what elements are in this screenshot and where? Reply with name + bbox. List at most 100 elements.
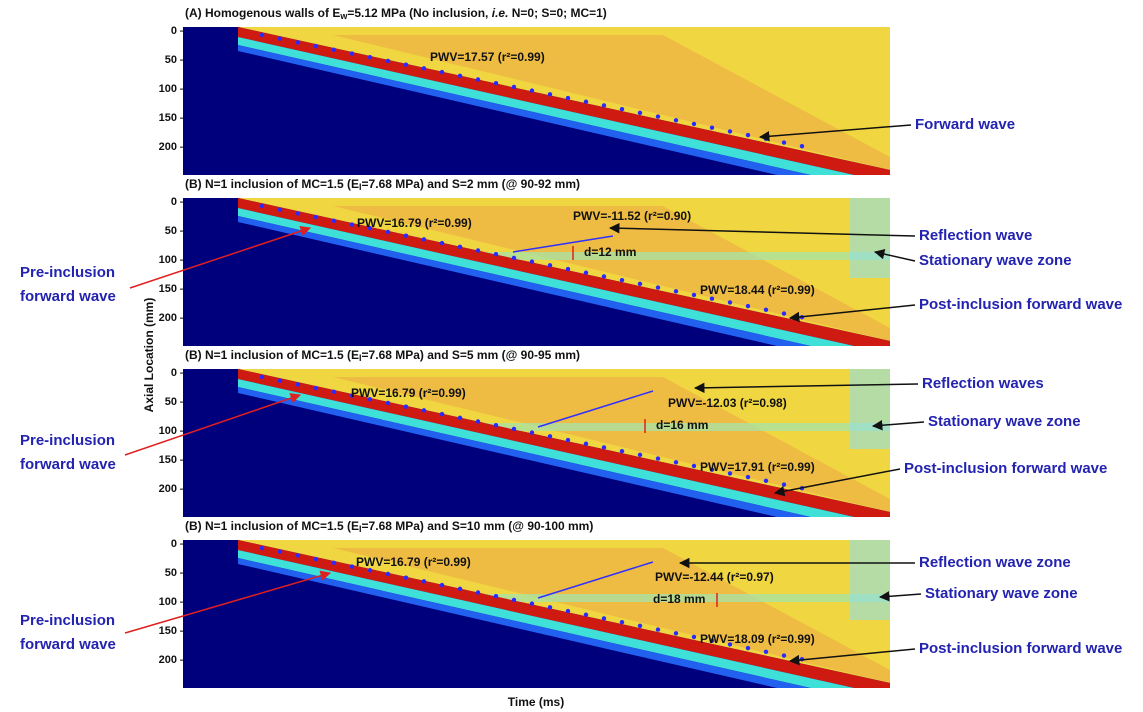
- wave-dot: [494, 423, 498, 427]
- panel-title: (B) N=1 inclusion of MC=1.5 (EI=7.68 MPa…: [185, 177, 580, 192]
- wave-dot: [440, 583, 444, 587]
- title-part: i.e.: [492, 6, 509, 20]
- wave-dot: [440, 70, 444, 74]
- wave-dot: [656, 627, 660, 631]
- wave-dot: [332, 48, 336, 52]
- wave-label: Stationary wave zone: [925, 585, 1078, 602]
- y-tick-label: 200: [159, 141, 177, 153]
- wave-dot: [404, 62, 408, 66]
- wave-dot: [458, 245, 462, 249]
- wave-dot: [584, 613, 588, 617]
- wave-dot: [512, 85, 516, 89]
- wave-dot: [764, 479, 768, 483]
- wave-dot: [548, 434, 552, 438]
- annotation: d=18 mm: [653, 592, 705, 606]
- y-tick-label: 100: [159, 425, 177, 437]
- wave-dot: [692, 293, 696, 297]
- wave-dot: [674, 118, 678, 122]
- left-label: forward wave: [20, 636, 116, 653]
- wave-dot: [440, 241, 444, 245]
- annotation: PWV=-12.03 (r²=0.98): [668, 396, 787, 410]
- wave-dot: [476, 77, 480, 81]
- wave-dot: [710, 126, 714, 130]
- wave-label: Post-inclusion forward wave: [904, 460, 1107, 477]
- wave-dot: [332, 219, 336, 223]
- annotation: d=16 mm: [656, 418, 708, 432]
- wave-dot: [278, 550, 282, 554]
- wave-dot: [278, 37, 282, 41]
- left-label: Pre-inclusion: [20, 612, 115, 629]
- wave-label: Stationary wave zone: [919, 252, 1072, 269]
- wave-dot: [692, 122, 696, 126]
- wave-dot: [458, 74, 462, 78]
- y-tick-label: 50: [165, 396, 177, 408]
- wave-dot: [746, 475, 750, 479]
- wave-dot: [260, 546, 264, 550]
- title-part: (B) N=1 inclusion of MC=1.5 (E: [185, 519, 359, 533]
- title-part: (A) Homogenous walls of E: [185, 6, 340, 20]
- stationary-edge: [850, 369, 890, 449]
- title-part: (B) N=1 inclusion of MC=1.5 (E: [185, 177, 359, 191]
- annotation: PWV=-11.52 (r²=0.90): [573, 209, 691, 223]
- left-label: forward wave: [20, 456, 116, 473]
- y-tick-label: 0: [171, 538, 177, 550]
- wave-dot: [638, 453, 642, 457]
- wave-dot: [386, 572, 390, 576]
- title-part: =7.68 MPa) and S=10 mm (@ 90-100 mm): [362, 519, 594, 533]
- wave-dot: [350, 51, 354, 55]
- wave-dot: [674, 631, 678, 635]
- wave-dot: [728, 300, 732, 304]
- y-tick-label: 200: [159, 654, 177, 666]
- wave-dot: [512, 427, 516, 431]
- panel-title: (B) N=1 inclusion of MC=1.5 (EI=7.68 MPa…: [185, 519, 593, 534]
- wave-dot: [422, 66, 426, 70]
- wave-dot: [638, 624, 642, 628]
- x-axis-label: Time (ms): [508, 695, 564, 709]
- wave-dot: [422, 408, 426, 412]
- wave-dot: [602, 616, 606, 620]
- y-tick-label: 200: [159, 312, 177, 324]
- wave-dot: [296, 40, 300, 44]
- wave-dot: [494, 81, 498, 85]
- y-tick-label: 100: [159, 254, 177, 266]
- y-tick-label: 150: [159, 625, 177, 637]
- y-tick-label: 50: [165, 225, 177, 237]
- wave-dot: [368, 55, 372, 59]
- wave-dot: [638, 111, 642, 115]
- wave-dot: [584, 271, 588, 275]
- wave-dot: [566, 438, 570, 442]
- wave-dot: [602, 103, 606, 107]
- figure: Axial Location (mm) Time (ms) (A) Homoge…: [0, 0, 1143, 712]
- y-tick-label: 200: [159, 483, 177, 495]
- left-label: Pre-inclusion: [20, 432, 115, 449]
- annotation: PWV=-12.44 (r²=0.97): [655, 570, 774, 584]
- wave-dot: [512, 256, 516, 260]
- wave-dot: [404, 404, 408, 408]
- wave-dot: [296, 553, 300, 557]
- wave-dot: [476, 590, 480, 594]
- wave-dot: [422, 237, 426, 241]
- y-tick-label: 0: [171, 367, 177, 379]
- wave-label: Reflection waves: [922, 375, 1044, 392]
- wave-dot: [764, 308, 768, 312]
- wave-dot: [260, 33, 264, 37]
- wave-dot: [458, 587, 462, 591]
- wave-dot: [602, 445, 606, 449]
- wave-label: Post-inclusion forward wave: [919, 296, 1122, 313]
- wave-dot: [260, 375, 264, 379]
- wave-dot: [512, 598, 516, 602]
- wave-dot: [584, 100, 588, 104]
- wave-dot: [314, 557, 318, 561]
- y-tick-label: 100: [159, 83, 177, 95]
- annotation: PWV=16.79 (r²=0.99): [356, 555, 471, 569]
- wave-dot: [296, 211, 300, 215]
- y-tick-label: 150: [159, 112, 177, 124]
- wave-dot: [764, 650, 768, 654]
- wave-dot: [674, 460, 678, 464]
- wave-dot: [350, 222, 354, 226]
- title-part: N=0; S=0; MC=1): [508, 6, 606, 20]
- wave-dot: [746, 646, 750, 650]
- annotation: PWV=16.79 (r²=0.99): [351, 386, 466, 400]
- title-part: (B) N=1 inclusion of MC=1.5 (E: [185, 348, 359, 362]
- y-axis-label: Axial Location (mm): [142, 298, 156, 413]
